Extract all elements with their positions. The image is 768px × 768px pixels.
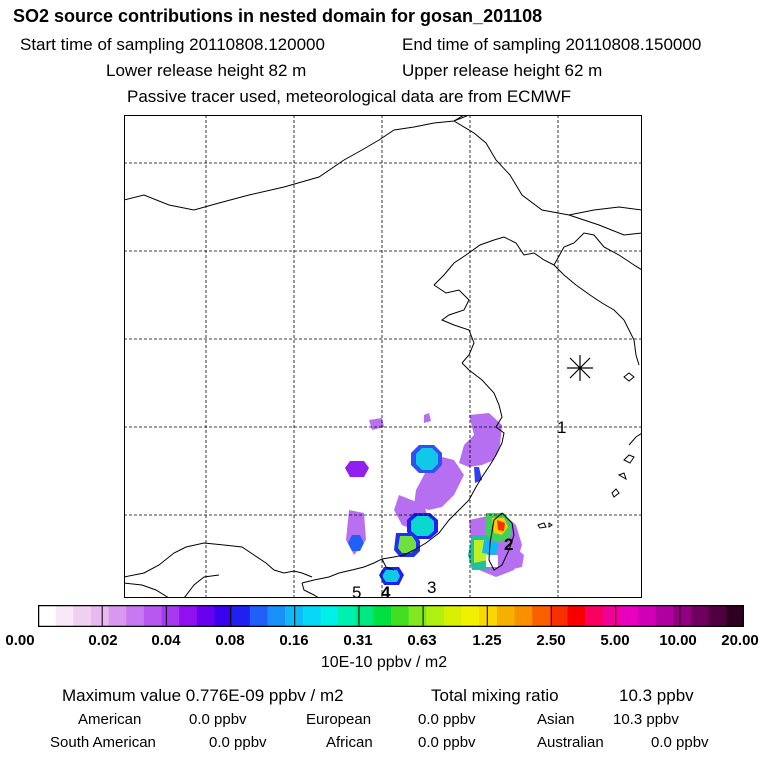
region-label-3: 3 <box>427 578 436 597</box>
colorbar-cell <box>249 605 268 627</box>
colorbar-cell <box>232 605 251 627</box>
colorbar-cell <box>179 605 198 627</box>
australian-label: Australian <box>537 734 604 751</box>
colorbar-cell <box>55 605 74 627</box>
colorbar-cell <box>567 605 586 627</box>
total-mixing-value: 10.3 ppbv <box>619 686 694 705</box>
african-value: 0.0 ppbv <box>418 734 476 751</box>
colorbar-cell <box>673 605 692 627</box>
colorbar-cell <box>585 605 604 627</box>
start-time-label: Start time of sampling 20110808.120000 <box>20 35 325 54</box>
colorbar-tick-label: 0.04 <box>151 632 181 649</box>
colorbar-cell <box>708 605 727 627</box>
european-value: 0.0 ppbv <box>418 711 476 728</box>
plume-hotspots <box>345 445 512 585</box>
colorbar-cell <box>38 605 56 627</box>
colorbar-cell <box>143 605 162 627</box>
american-label: American <box>78 711 142 728</box>
colorbar-cell <box>514 605 533 627</box>
colorbar-tick-label: 2.50 <box>536 632 566 649</box>
colorbar-cell <box>373 605 392 627</box>
australian-value: 0.0 ppbv <box>651 734 709 751</box>
graticule <box>124 115 642 598</box>
colorbar-cell <box>638 605 657 627</box>
colorbar-cell <box>461 605 480 627</box>
african-label: African <box>326 734 373 751</box>
max-value-label: Maximum value 0.776E-09 ppbv / m2 <box>62 686 344 705</box>
colorbar-cell <box>549 605 568 627</box>
coastlines <box>124 115 642 598</box>
region-label-4: 4 <box>381 583 391 598</box>
colorbar-cell <box>73 605 92 627</box>
plume-haze <box>346 413 524 577</box>
colorbar-cell <box>355 605 374 627</box>
colorbar-frame <box>38 605 744 627</box>
map-frame <box>124 115 642 598</box>
upper-release-height: Upper release height 62 m <box>402 61 603 80</box>
colorbar-tick-label: 0.63 <box>407 632 437 649</box>
page-title: SO2 source contributions in nested domai… <box>13 6 543 26</box>
colorbar-cell <box>338 605 356 627</box>
colorbar-cell <box>726 605 744 627</box>
colorbar-cell <box>443 605 462 627</box>
total-mixing-label: Total mixing ratio <box>431 686 559 705</box>
colorbar-cell <box>391 605 409 627</box>
colorbar-cell <box>320 605 339 627</box>
colorbar-tick-label: 0.16 <box>279 632 309 649</box>
colorbar-cell <box>214 605 233 627</box>
colorbar-tick-label: 0.00 <box>5 632 35 649</box>
lower-release-height: Lower release height 82 m <box>106 61 307 80</box>
map-panel[interactable]: 1 2 3 4 5 <box>124 115 642 598</box>
colorbar-tick-label: 20.00 <box>721 632 759 649</box>
colorbar-tick-label: 0.08 <box>215 632 245 649</box>
colorbar-cell <box>126 605 145 627</box>
colorbar-tick-label: 0.02 <box>88 632 118 649</box>
colorbar-units: 10E-10 ppbv / m2 <box>320 654 448 671</box>
end-time-label: End time of sampling 20110808.150000 <box>402 35 702 54</box>
region-label-5: 5 <box>352 583 361 598</box>
colorbar-cell <box>602 605 621 627</box>
colorbar-cell <box>620 605 639 627</box>
tracer-note: Passive tracer used, meteorological data… <box>127 87 572 106</box>
region-label-1: 1 <box>557 418 566 437</box>
colorbar-cell <box>532 605 551 627</box>
south-american-label: South American <box>50 734 156 751</box>
colorbar-tick-label: 1.25 <box>472 632 502 649</box>
colorbar-cell <box>426 605 445 627</box>
colorbar-cell <box>90 605 109 627</box>
colorbar-cell <box>267 605 286 627</box>
south-american-value: 0.0 ppbv <box>209 734 267 751</box>
colorbar-tick-label: 10.00 <box>659 632 697 649</box>
colorbar-cell <box>655 605 674 627</box>
colorbar-cell <box>302 605 321 627</box>
european-label: European <box>306 711 372 728</box>
colorbar-tick-label: 5.00 <box>600 632 630 649</box>
colorbar-cell <box>408 605 427 627</box>
colorbar-cell <box>108 605 127 627</box>
colorbar-cell <box>285 605 304 627</box>
american-value: 0.0 ppbv <box>189 711 247 728</box>
receptor-star-icon <box>567 355 593 381</box>
asian-label: Asian <box>537 711 575 728</box>
asian-value: 10.3 ppbv <box>613 711 679 728</box>
colorbar <box>38 605 744 627</box>
colorbar-cell <box>161 605 180 627</box>
colorbar-cell <box>479 605 498 627</box>
colorbar-cell <box>196 605 215 627</box>
colorbar-cell <box>496 605 515 627</box>
colorbar-tick-label: 0.31 <box>343 632 373 649</box>
colorbar-cell <box>691 605 709 627</box>
region-label-2: 2 <box>504 535 513 554</box>
